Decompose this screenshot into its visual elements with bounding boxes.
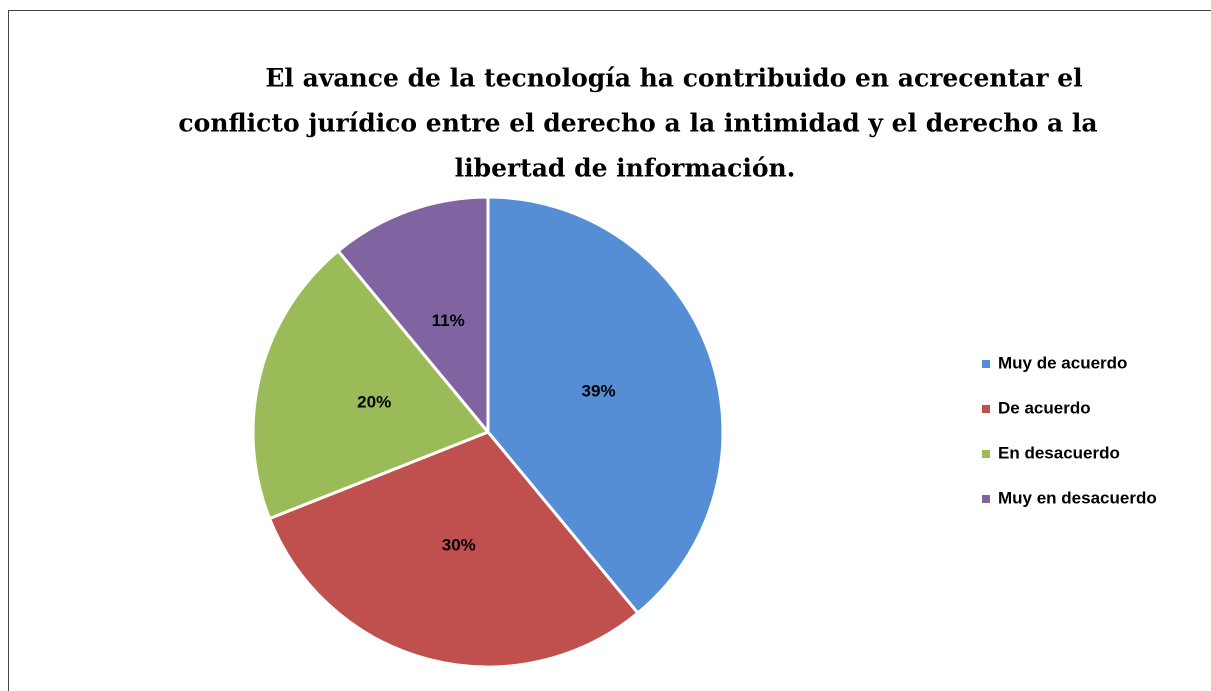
legend-swatch [982, 360, 990, 368]
legend-label: Muy en desacuerdo [998, 488, 1157, 507]
data-label: 30% [442, 535, 476, 554]
legend-label: Muy de acuerdo [998, 353, 1127, 372]
pie-slice [267, 430, 640, 669]
legend-label: En desacuerdo [998, 443, 1120, 462]
data-label: 11% [432, 311, 465, 330]
data-label: 20% [357, 392, 391, 411]
pie-slice [336, 195, 490, 437]
chart-title: libertad de información. [455, 154, 796, 183]
pie-slice [486, 195, 725, 616]
data-label: 39% [582, 382, 616, 401]
legend-swatch [982, 405, 990, 413]
legend-label: De acuerdo [998, 398, 1091, 417]
legend-swatch [982, 495, 990, 503]
legend-swatch [982, 450, 990, 458]
chart-title: El avance de la tecnología ha contribuid… [265, 64, 1082, 93]
chart-title: conflicto jurídico entre el derecho a la… [178, 109, 1097, 138]
pie-slice [251, 248, 491, 521]
